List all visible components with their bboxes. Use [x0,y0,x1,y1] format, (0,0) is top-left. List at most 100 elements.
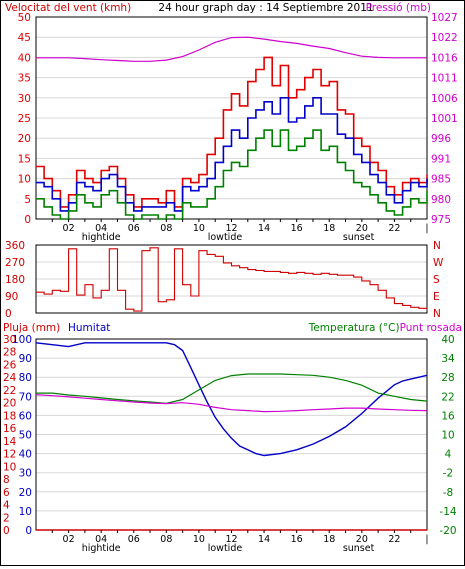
temperature-tick-label: -20 [439,525,456,537]
x-tick-label: 02 [63,223,75,234]
x-tick-label: 04 [95,223,107,234]
pressure-tick-label: 985 [431,174,451,186]
temperature-tick-label: 22 [441,391,454,403]
dewpoint-line [35,394,428,413]
wind-tick-label: 50 [18,12,31,24]
direction-compass-label: N [433,308,441,320]
tide-annotation: lowtide [208,543,243,554]
wind-tick-label: 40 [18,52,31,64]
tide-annotation: lowtide [208,232,243,243]
temperature-tick-label: 16 [441,410,455,422]
x-end-marker: | [425,534,428,545]
humidity-tick-label: 90 [19,353,32,365]
humidity-tick-label: 20 [19,487,32,499]
panel2-gridlines [36,261,427,297]
dewpoint-axis-label: Punt rosada [400,322,462,334]
humidity-tick-label: 30 [19,468,32,480]
x-tick-label: 06 [128,223,140,234]
humidity-tick-label: 60 [19,410,32,422]
pressure-tick-label: 1022 [431,32,458,44]
x-tick-label: 10 [193,223,205,234]
temperature-tick-label: 34 [441,353,455,365]
rain-tick-label: 4 [3,500,10,512]
pressure-tick-label: 1011 [431,73,458,85]
humidity-tick-label: 50 [19,430,32,442]
direction-degree-label: 270 [5,257,25,269]
tide-annotation: sunset [343,232,375,243]
x-tick-label: 12 [225,223,237,234]
direction-degree-label: 0 [5,308,12,320]
humidity-line [35,342,428,457]
panel1-series [36,36,428,220]
wind-tick-label: 0 [24,214,31,226]
wind-tick-label: 5 [24,194,31,206]
wind-max-line [36,56,428,208]
humidity-tick-label: 70 [19,391,32,403]
rain-tick-label: 6 [3,487,10,499]
wind-average-line [36,97,428,212]
humidity-tick-label: 80 [19,372,32,384]
temperature-tick-labels: -20 -14 -8 -2 4 10 16 22 28 34 40 [439,334,456,537]
wind-axis-label: Velocitat del vent (kmh) [5,2,131,14]
wind-tick-label: 45 [18,32,31,44]
direction-degree-label: 90 [5,291,18,303]
humidity-tick-label: 40 [19,449,32,461]
pressure-tick-label: 1027 [431,12,458,24]
x-tick-label: 08 [160,534,172,545]
rain-tick-label: 16 [3,423,17,435]
temperature-tick-label: 10 [441,430,454,442]
direction-degree-labels: 0 90 180 270 360 [5,240,25,320]
x-tick-label: 14 [258,223,270,234]
tide-annotation: sunset [343,543,375,554]
direction-degree-label: 180 [5,274,25,286]
wind-tick-labels: 0 5 10 15 20 25 30 35 40 45 50 [18,12,31,226]
pressure-tick-label: 996 [431,133,451,145]
rain-tick-label: 2 [3,512,10,524]
x-tick-label: 08 [160,223,172,234]
direction-degree-label: 360 [5,240,25,252]
x-tick-label: 18 [323,534,335,545]
rain-tick-label: 20 [3,398,16,410]
rain-tick-label: 10 [3,461,16,473]
rain-tick-label: 8 [3,474,10,486]
x-tick-label: 12 [225,534,237,545]
wind-tick-label: 20 [18,133,31,145]
panel3-gridlines [36,357,427,512]
tide-annotation: hightide [82,232,121,243]
x-tick-label: 14 [258,534,270,545]
panel1-gridlines [36,36,427,200]
wind-tick-label: 25 [18,113,31,125]
humidity-tick-label: 10 [19,506,32,518]
temperature-tick-label: 28 [441,372,454,384]
temperature-tick-label: 4 [445,449,452,461]
pressure-tick-label: 975 [431,214,451,226]
x-tick-label: 18 [323,223,335,234]
x-tick-label: 22 [388,534,400,545]
wind-tick-label: 35 [18,73,31,85]
temperature-tick-label: -2 [443,468,453,480]
temperature-tick-label: 40 [441,334,454,346]
rain-tick-label: 0 [3,525,10,537]
rain-tick-label: 18 [3,410,16,422]
rain-tick-label: 14 [3,436,17,448]
humidity-tick-label: 0 [25,525,32,537]
x-tick-label: 04 [95,534,107,545]
direction-compass-label: S [433,274,440,286]
wind-tick-label: 10 [18,174,31,186]
humidity-tick-labels: 0 10 20 30 40 50 60 70 80 90 100 [12,334,32,537]
x-tick-label: 22 [388,223,400,234]
panel2-series [36,247,428,312]
temperature-line [36,373,428,404]
rain-tick-label: 22 [3,385,16,397]
x-tick-label: 06 [128,534,140,545]
x-tick-label: 02 [63,534,75,545]
wind-direction-line [36,247,428,312]
pressure-tick-label: 980 [431,194,451,206]
wind-tick-label: 15 [18,153,31,165]
panel2-plot-area [35,244,428,314]
panel1-x-axis: 02 04 06 08 10 12 14 16 18 20 22 | hightide lowtide su… [51,219,429,243]
pressure-tick-label: 1016 [431,52,458,64]
